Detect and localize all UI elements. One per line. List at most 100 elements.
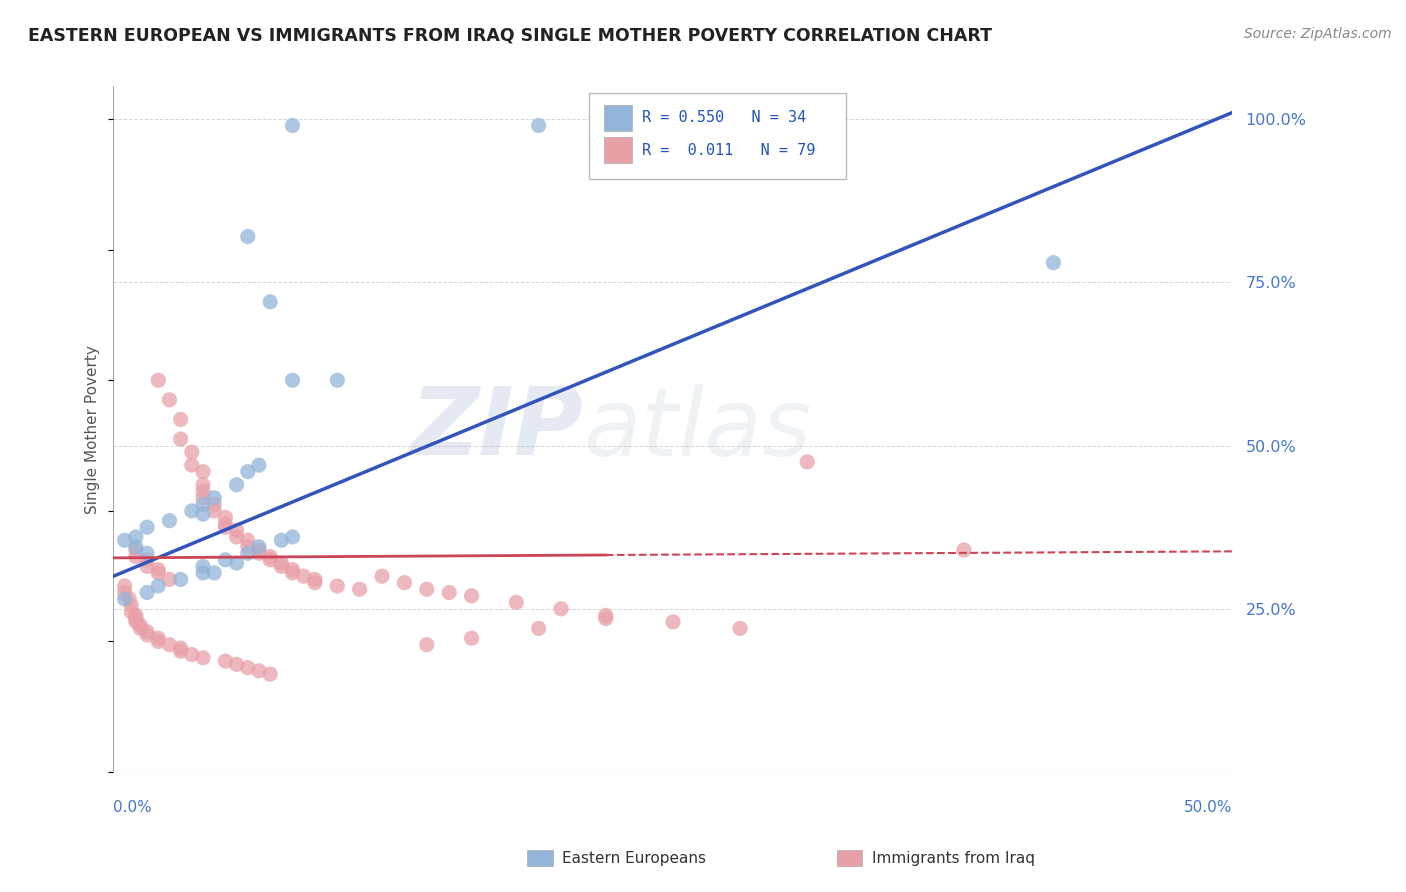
Point (191, 477, 214, 491)
Point (773, 119, 796, 133)
Point (796, 455, 818, 469)
Point (662, 615, 685, 629)
Point (136, 520, 159, 534)
Point (527, 621, 550, 635)
Text: 0.0%: 0.0% (114, 799, 152, 814)
Point (236, 546, 259, 560)
Point (148, 579, 170, 593)
Text: Immigrants from Iraq: Immigrants from Iraq (872, 851, 1035, 865)
Point (281, 530, 304, 544)
Point (394, 575, 416, 590)
Point (304, 575, 326, 590)
Point (125, 615, 148, 629)
Point (180, 445, 202, 459)
Point (191, 566, 214, 580)
Point (169, 644, 191, 658)
Point (281, 563, 304, 577)
Point (259, 294, 281, 309)
Point (202, 504, 225, 518)
Point (191, 484, 214, 499)
Point (202, 497, 225, 511)
Point (247, 540, 270, 554)
Point (169, 640, 191, 655)
Point (326, 373, 349, 387)
Point (270, 559, 292, 574)
Point (148, 631, 170, 645)
Point (326, 579, 349, 593)
Text: R =  0.011   N = 79: R = 0.011 N = 79 (641, 143, 815, 158)
Point (180, 648, 202, 662)
Point (416, 638, 439, 652)
Text: 50.0%: 50.0% (1184, 799, 1233, 814)
Point (191, 497, 214, 511)
Point (169, 573, 191, 587)
Point (148, 563, 170, 577)
Point (595, 612, 617, 626)
Point (236, 540, 259, 554)
Point (236, 229, 259, 244)
Point (125, 540, 148, 554)
Point (125, 612, 148, 626)
Point (114, 585, 136, 599)
Point (437, 585, 460, 599)
Point (225, 530, 247, 544)
Point (416, 582, 439, 597)
Point (136, 624, 159, 639)
Text: Eastern Europeans: Eastern Europeans (562, 851, 706, 865)
Point (148, 373, 170, 387)
Point (281, 119, 304, 133)
Point (136, 628, 159, 642)
Point (136, 585, 159, 599)
Point (460, 631, 482, 645)
Point (259, 549, 281, 564)
Point (191, 650, 214, 665)
Point (304, 573, 326, 587)
Point (225, 556, 247, 570)
Point (125, 543, 148, 558)
Point (191, 465, 214, 479)
Point (125, 549, 148, 564)
Point (728, 621, 751, 635)
Text: atlas: atlas (583, 384, 811, 475)
Point (114, 592, 136, 607)
FancyBboxPatch shape (589, 94, 846, 179)
Point (214, 553, 236, 567)
Text: EASTERN EUROPEAN VS IMMIGRANTS FROM IRAQ SINGLE MOTHER POVERTY CORRELATION CHART: EASTERN EUROPEAN VS IMMIGRANTS FROM IRAQ… (28, 27, 993, 45)
Point (214, 516, 236, 531)
Point (191, 491, 214, 505)
Point (292, 569, 315, 583)
Point (159, 638, 181, 652)
Point (460, 589, 482, 603)
Point (595, 608, 617, 623)
Point (191, 559, 214, 574)
Point (281, 566, 304, 580)
Point (202, 566, 225, 580)
Bar (603, 105, 631, 131)
Point (505, 595, 527, 609)
Point (180, 458, 202, 472)
Point (118, 592, 141, 607)
Point (259, 667, 281, 681)
Point (129, 618, 152, 632)
Point (125, 530, 148, 544)
Point (180, 504, 202, 518)
Point (247, 543, 270, 558)
Text: R = 0.550   N = 34: R = 0.550 N = 34 (641, 111, 806, 126)
Point (527, 119, 550, 133)
Bar (603, 137, 631, 163)
Point (225, 657, 247, 672)
Text: ZIP: ZIP (411, 384, 583, 475)
Point (120, 605, 142, 619)
Point (159, 573, 181, 587)
Point (270, 556, 292, 570)
Point (191, 507, 214, 521)
Point (136, 553, 159, 567)
Point (1042, 255, 1064, 269)
Point (148, 634, 170, 648)
Point (225, 524, 247, 538)
Point (247, 664, 270, 678)
Point (114, 579, 136, 593)
Point (371, 569, 394, 583)
Point (169, 432, 191, 446)
Point (148, 566, 170, 580)
